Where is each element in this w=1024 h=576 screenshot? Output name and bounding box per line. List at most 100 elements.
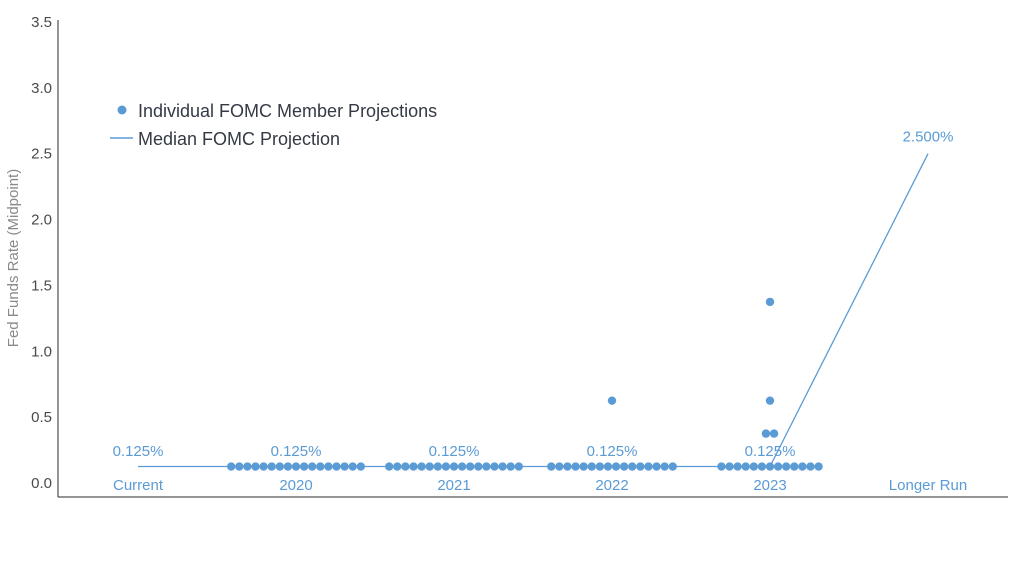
member-projection-dot <box>466 462 475 471</box>
y-tick-label: 3.5 <box>31 14 52 31</box>
legend-label-median: Median FOMC Projection <box>138 129 340 149</box>
member-projection-dot <box>251 462 260 471</box>
member-projection-dot <box>393 462 402 471</box>
x-axis-ticks: Current 2020 2021 2022 2023 Longer Run <box>113 477 967 494</box>
y-tick-label: 1.5 <box>31 277 52 294</box>
member-projection-dot <box>299 462 309 471</box>
member-projection-dot <box>741 462 750 471</box>
member-projection-dot <box>757 462 767 471</box>
member-projection-dot <box>348 462 357 471</box>
member-projection-dot <box>765 396 775 405</box>
y-tick-label: 3.0 <box>31 80 52 97</box>
y-tick-label: 2.0 <box>31 212 52 229</box>
member-projection-dot <box>433 462 442 471</box>
member-projection-dot <box>769 429 779 438</box>
member-projection-dot <box>644 462 653 471</box>
member-projection-dot <box>733 462 742 471</box>
member-projection-dot <box>356 462 365 471</box>
y-axis-ticks: 0.0 0.5 1.0 1.5 2.0 2.5 3.0 3.5 <box>31 14 52 492</box>
member-projection-dot <box>316 462 325 471</box>
y-tick-label: 0.5 <box>31 409 52 426</box>
member-projection-dot <box>765 462 775 471</box>
member-projection-dot <box>441 462 451 471</box>
y-tick-label: 2.5 <box>31 146 52 163</box>
x-tick-label: 2021 <box>437 477 470 494</box>
median-projection-labels: 0.125% 0.125% 0.125% 0.125% 0.125% 2.500% <box>113 129 954 460</box>
member-projection-dot <box>765 297 775 307</box>
member-projection-dot <box>267 462 276 471</box>
member-projection-dot <box>790 462 799 471</box>
member-projection-dot <box>611 462 621 471</box>
member-projection-dot <box>385 462 394 471</box>
member-projection-dot <box>607 396 617 405</box>
member-projection-dot <box>619 462 629 471</box>
member-projection-dot <box>401 462 410 471</box>
member-projection-dot <box>324 462 333 471</box>
member-projection-dot <box>482 462 491 471</box>
member-projection-dot <box>227 462 236 471</box>
member-projection-dot <box>595 462 605 471</box>
member-projection-dot <box>425 462 434 471</box>
member-projection-dot <box>457 462 467 471</box>
y-tick-label: 0.0 <box>31 475 52 492</box>
median-value-label: 0.125% <box>271 443 322 460</box>
median-value-label: 0.125% <box>429 443 480 460</box>
member-projection-dot <box>235 462 244 471</box>
member-projection-dot <box>308 462 317 471</box>
member-projection-dot <box>291 462 301 471</box>
member-projection-dot <box>761 429 771 438</box>
member-projection-dot <box>628 462 637 471</box>
x-tick-label: 2022 <box>595 477 628 494</box>
x-tick-label: 2023 <box>753 477 786 494</box>
member-projection-dot <box>725 462 734 471</box>
member-projection-dot <box>449 462 459 471</box>
median-value-label: 0.125% <box>113 443 164 460</box>
member-projection-dot <box>555 462 564 471</box>
member-projection-dot <box>579 462 588 471</box>
member-projection-dot <box>514 462 523 471</box>
x-tick-label: 2020 <box>279 477 312 494</box>
member-projection-dot <box>563 462 572 471</box>
member-projection-dot <box>773 462 783 471</box>
member-projection-dot <box>498 462 507 471</box>
member-projection-dot <box>259 462 268 471</box>
x-tick-label: Current <box>113 477 164 494</box>
member-projection-dot <box>717 462 726 471</box>
member-projection-dot <box>275 462 284 471</box>
member-projection-dots <box>227 297 823 471</box>
member-projection-dot <box>547 462 556 471</box>
member-projection-dot <box>798 462 807 471</box>
x-tick-label: Longer Run <box>889 477 967 494</box>
member-projection-dot <box>749 462 758 471</box>
member-projection-dot <box>652 462 661 471</box>
member-projection-dot <box>490 462 499 471</box>
member-projection-dot <box>332 462 341 471</box>
member-projection-dot <box>474 462 483 471</box>
member-projection-dot <box>506 462 515 471</box>
median-value-label: 2.500% <box>903 129 954 146</box>
y-tick-label: 1.0 <box>31 343 52 360</box>
member-projection-dot <box>782 462 791 471</box>
legend: Individual FOMC Member Projections Media… <box>110 101 437 149</box>
member-projection-dot <box>668 462 677 471</box>
median-value-label: 0.125% <box>745 443 796 460</box>
member-projection-dot <box>283 462 293 471</box>
member-projection-dot <box>571 462 580 471</box>
member-projection-dot <box>340 462 349 471</box>
member-projection-dot <box>814 462 823 471</box>
member-projection-dot <box>587 462 596 471</box>
member-projection-dot <box>660 462 669 471</box>
median-projection-line <box>138 153 929 468</box>
member-projection-dot <box>417 462 426 471</box>
member-projection-dot <box>806 462 815 471</box>
member-projection-dot <box>243 462 252 471</box>
median-value-label: 0.125% <box>587 443 638 460</box>
y-axis-label: Fed Funds Rate (Midpoint) <box>5 169 22 347</box>
member-projection-dot <box>636 462 645 471</box>
legend-dot-marker <box>117 105 127 115</box>
member-projection-dot <box>409 462 418 471</box>
legend-label-individual: Individual FOMC Member Projections <box>138 101 437 121</box>
member-projection-dot <box>603 462 613 471</box>
median-line-path <box>138 153 929 468</box>
